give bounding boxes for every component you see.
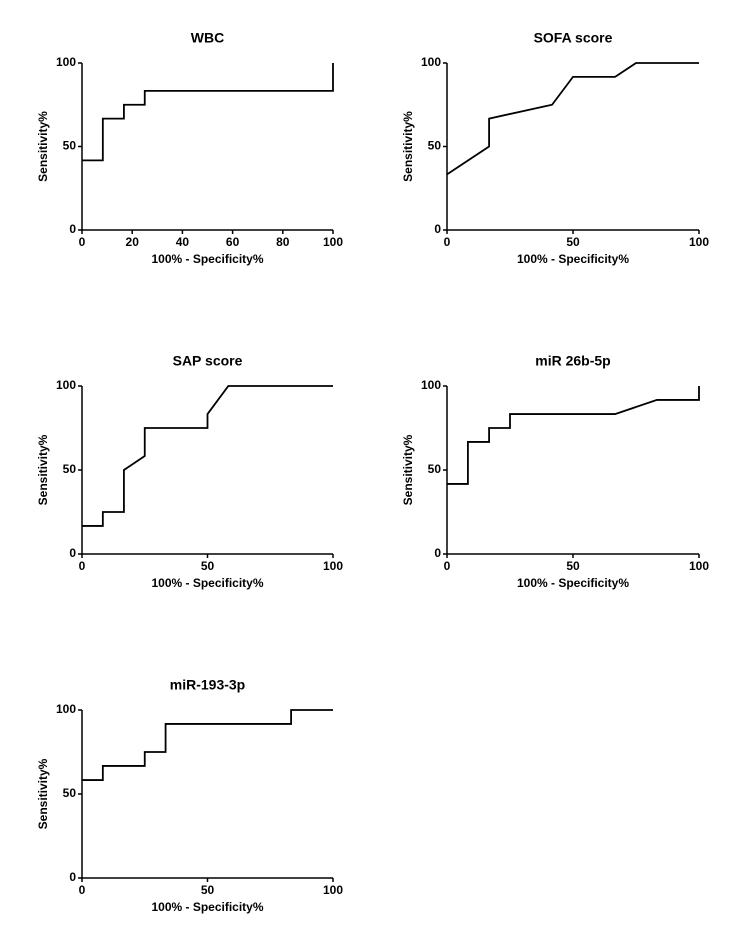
x-tick-label: 50 bbox=[201, 883, 215, 897]
y-tick-label: 100 bbox=[421, 378, 441, 392]
x-axis-label: 100% - Specificity% bbox=[151, 252, 263, 266]
roc-curve bbox=[82, 385, 333, 527]
y-tick-label: 0 bbox=[69, 222, 76, 236]
x-tick-label: 50 bbox=[566, 559, 580, 573]
x-tick-label: 0 bbox=[79, 235, 86, 249]
x-tick-label: 50 bbox=[566, 235, 580, 249]
x-tick-label: 100 bbox=[323, 883, 343, 897]
x-axis-label: 100% - Specificity% bbox=[517, 252, 629, 266]
chart-title: miR 26b-5p bbox=[535, 353, 610, 369]
chart-title: miR-193-3p bbox=[170, 677, 245, 693]
roc-curve bbox=[82, 709, 333, 781]
roc-curve bbox=[82, 63, 334, 162]
x-tick-label: 100 bbox=[689, 559, 709, 573]
x-tick-label: 0 bbox=[79, 883, 86, 897]
x-tick-label: 100 bbox=[323, 559, 343, 573]
y-tick-label: 100 bbox=[56, 55, 76, 69]
x-tick-label: 40 bbox=[176, 235, 190, 249]
y-tick-label: 0 bbox=[69, 546, 76, 560]
y-tick-label: 0 bbox=[69, 870, 76, 884]
chart-title: SAP score bbox=[173, 353, 243, 369]
x-tick-label: 0 bbox=[79, 559, 86, 573]
y-tick-label: 0 bbox=[434, 546, 441, 560]
roc-curve bbox=[447, 386, 700, 485]
y-tick-label: 50 bbox=[63, 139, 77, 153]
y-axis-label: Sensitivity% bbox=[36, 111, 50, 182]
x-tick-label: 80 bbox=[276, 235, 290, 249]
y-tick-label: 50 bbox=[428, 462, 442, 476]
y-tick-label: 50 bbox=[63, 786, 77, 800]
x-tick-label: 0 bbox=[444, 235, 451, 249]
y-tick-label: 50 bbox=[63, 462, 77, 476]
y-tick-label: 50 bbox=[428, 139, 442, 153]
y-axis-label: Sensitivity% bbox=[36, 758, 50, 829]
chart-title: WBC bbox=[191, 30, 224, 46]
y-tick-label: 0 bbox=[434, 222, 441, 236]
y-tick-label: 100 bbox=[421, 55, 441, 69]
x-axis-label: 100% - Specificity% bbox=[151, 576, 263, 590]
chart-title: SOFA score bbox=[534, 30, 613, 46]
x-tick-label: 20 bbox=[126, 235, 140, 249]
roc-curve bbox=[446, 62, 699, 176]
x-tick-label: 60 bbox=[226, 235, 240, 249]
x-tick-label: 100 bbox=[323, 235, 343, 249]
y-tick-label: 100 bbox=[56, 378, 76, 392]
x-axis-label: 100% - Specificity% bbox=[151, 900, 263, 914]
y-tick-label: 100 bbox=[56, 702, 76, 716]
y-axis-label: Sensitivity% bbox=[401, 111, 415, 182]
x-tick-label: 50 bbox=[201, 559, 215, 573]
x-axis-label: 100% - Specificity% bbox=[517, 576, 629, 590]
y-axis-label: Sensitivity% bbox=[401, 434, 415, 505]
x-tick-label: 0 bbox=[444, 559, 451, 573]
x-tick-label: 100 bbox=[689, 235, 709, 249]
y-axis-label: Sensitivity% bbox=[36, 434, 50, 505]
